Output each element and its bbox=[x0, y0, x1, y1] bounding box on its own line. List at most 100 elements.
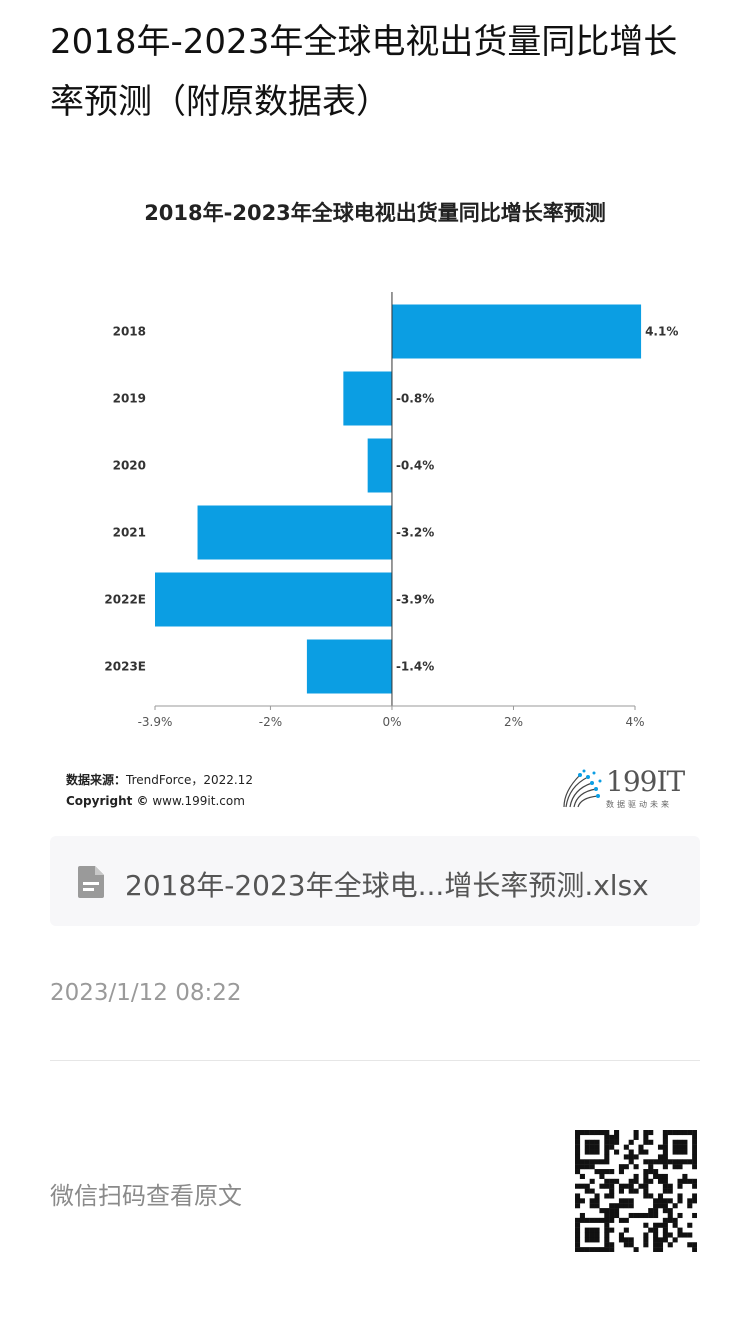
qr-module bbox=[579, 1173, 585, 1179]
qr-module bbox=[662, 1130, 668, 1136]
qr-module bbox=[589, 1232, 595, 1238]
qr-module bbox=[575, 1237, 581, 1243]
qr-module bbox=[628, 1237, 634, 1243]
qr-module bbox=[604, 1227, 610, 1233]
qr-module bbox=[604, 1169, 610, 1175]
bar-2020 bbox=[367, 438, 392, 493]
qr-module bbox=[662, 1154, 668, 1160]
qr-module bbox=[648, 1130, 654, 1136]
qr-module bbox=[687, 1198, 693, 1204]
qr-module bbox=[643, 1188, 649, 1194]
qr-module bbox=[594, 1227, 600, 1233]
qr-module bbox=[648, 1208, 654, 1214]
qr-module bbox=[662, 1208, 668, 1214]
category-label: 2020 bbox=[113, 459, 146, 473]
qr-module bbox=[584, 1183, 590, 1189]
qr-module bbox=[692, 1134, 697, 1140]
qr-module bbox=[653, 1242, 659, 1248]
qr-module bbox=[589, 1247, 595, 1252]
qr-module bbox=[672, 1217, 678, 1223]
qr-module bbox=[643, 1149, 649, 1155]
qr-module bbox=[604, 1154, 610, 1160]
qr-module bbox=[687, 1222, 693, 1228]
qr-module bbox=[677, 1227, 683, 1233]
qr-module bbox=[653, 1247, 659, 1252]
qr-module bbox=[667, 1232, 673, 1238]
qr-module bbox=[662, 1198, 668, 1204]
qr-module bbox=[594, 1149, 600, 1155]
qr-module bbox=[667, 1208, 673, 1214]
qr-module bbox=[662, 1159, 668, 1165]
qr-module bbox=[692, 1242, 697, 1248]
qr-module bbox=[662, 1144, 668, 1150]
qr-module bbox=[575, 1247, 581, 1252]
brand-name: 199IT bbox=[606, 765, 685, 798]
qr-module bbox=[643, 1242, 649, 1248]
qr-module bbox=[628, 1188, 634, 1194]
qr-module bbox=[604, 1149, 610, 1155]
qr-module bbox=[584, 1149, 590, 1155]
qr-module bbox=[657, 1222, 664, 1228]
qr-module bbox=[575, 1144, 581, 1150]
chart-title: 2018年-2023年全球电视出货量同比增长率预测 bbox=[144, 201, 606, 225]
qr-module bbox=[599, 1173, 605, 1179]
qr-module bbox=[628, 1159, 634, 1165]
qr-module bbox=[599, 1247, 605, 1252]
qr-module bbox=[682, 1159, 688, 1165]
attachment-file[interactable]: 2018年-2023年全球电...增长率预测.xlsx bbox=[50, 836, 700, 926]
qr-module bbox=[672, 1139, 678, 1145]
value-label: -0.4% bbox=[396, 459, 434, 473]
qr-module bbox=[643, 1183, 649, 1189]
category-label: 2021 bbox=[113, 526, 146, 540]
qr-module bbox=[672, 1144, 678, 1150]
qr-module bbox=[677, 1212, 683, 1219]
qr-module bbox=[657, 1173, 664, 1179]
qr-module bbox=[672, 1203, 678, 1209]
qr-code-icon[interactable] bbox=[575, 1130, 697, 1252]
value-label: -0.8% bbox=[396, 392, 434, 406]
qr-module bbox=[584, 1139, 590, 1145]
qr-module bbox=[677, 1130, 683, 1136]
qr-module bbox=[662, 1183, 668, 1189]
qr-module bbox=[579, 1159, 585, 1165]
qr-module bbox=[589, 1188, 595, 1194]
qr-module bbox=[633, 1247, 639, 1252]
qr-module bbox=[604, 1222, 610, 1228]
qr-module bbox=[589, 1139, 595, 1145]
qr-module bbox=[662, 1188, 668, 1194]
qr-module bbox=[682, 1178, 688, 1184]
qr-module bbox=[638, 1149, 644, 1155]
qr-module bbox=[609, 1139, 615, 1145]
divider bbox=[50, 1060, 700, 1061]
qr-module bbox=[575, 1222, 581, 1228]
brand-logo-block: 199IT 数据驱动未来 bbox=[558, 765, 698, 815]
qr-module bbox=[692, 1130, 697, 1136]
qr-module bbox=[618, 1164, 624, 1170]
qr-module bbox=[599, 1183, 605, 1189]
qr-module bbox=[594, 1159, 600, 1165]
qr-module bbox=[682, 1130, 688, 1136]
qr-module bbox=[614, 1134, 620, 1140]
qr-module bbox=[599, 1217, 605, 1223]
value-label: -3.9% bbox=[396, 593, 434, 607]
qr-module bbox=[648, 1169, 654, 1175]
qr-module bbox=[692, 1198, 697, 1204]
qr-module bbox=[614, 1208, 620, 1214]
qr-module bbox=[677, 1232, 683, 1238]
qr-module bbox=[594, 1247, 600, 1252]
qr-module bbox=[623, 1227, 629, 1233]
qr-module bbox=[604, 1242, 610, 1248]
qr-module bbox=[623, 1154, 629, 1160]
qr-module bbox=[614, 1212, 620, 1219]
qr-module bbox=[657, 1247, 664, 1252]
qr-module bbox=[667, 1217, 673, 1223]
qr-module bbox=[692, 1159, 697, 1165]
qr-module bbox=[575, 1227, 581, 1233]
qr-module bbox=[662, 1237, 668, 1243]
category-label: 2018 bbox=[113, 325, 146, 339]
qr-module bbox=[667, 1242, 673, 1248]
qr-module bbox=[609, 1212, 615, 1219]
qr-module bbox=[653, 1227, 659, 1233]
qr-module bbox=[682, 1232, 688, 1238]
value-label: 4.1% bbox=[645, 325, 678, 339]
